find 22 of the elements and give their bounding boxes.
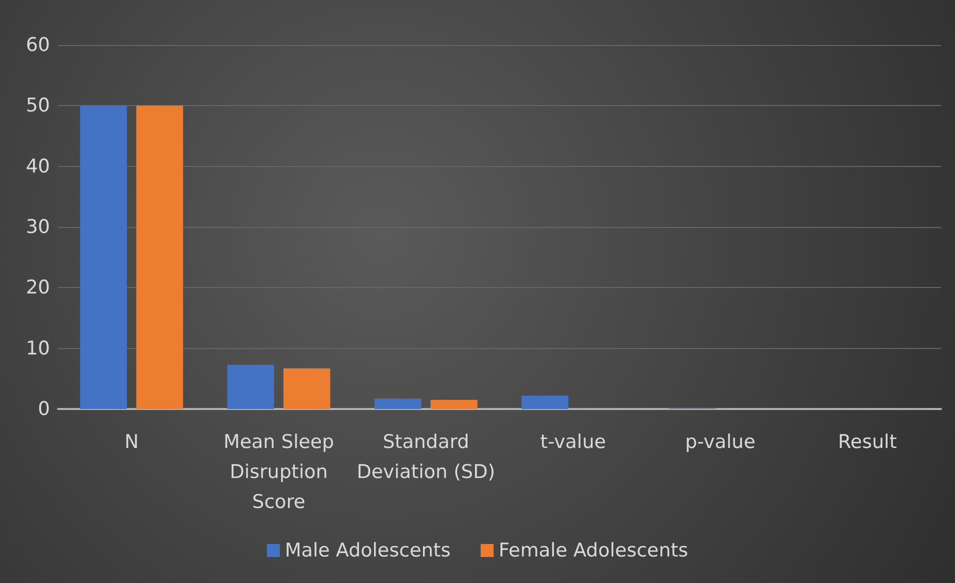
bar (374, 398, 422, 409)
x-tick-label: Standard Deviation (SD) (356, 431, 496, 483)
bar (283, 368, 330, 409)
bar (227, 364, 274, 409)
bar (80, 106, 127, 409)
x-tick-label: t-value (540, 431, 606, 453)
legend-label: Female Adolescents (498, 540, 688, 562)
bar (136, 106, 184, 409)
x-tick-label: p-value (685, 431, 756, 453)
y-tick-label: 30 (26, 216, 50, 238)
legend-label: Male Adolescents (284, 540, 451, 562)
y-tick-label: 10 (26, 337, 50, 360)
y-tick-label: 0 (38, 398, 50, 420)
y-tick-label: 40 (26, 155, 50, 178)
x-tick-label: Mean Sleep Disruption Score (223, 431, 334, 513)
bar (430, 400, 478, 409)
y-tick-label: 50 (26, 94, 50, 117)
bar (522, 396, 568, 409)
y-tick-label: 20 (26, 276, 50, 299)
x-tick-label: N (124, 431, 139, 453)
y-tick-label: 60 (26, 34, 50, 56)
x-tick-label: Result (838, 431, 897, 453)
